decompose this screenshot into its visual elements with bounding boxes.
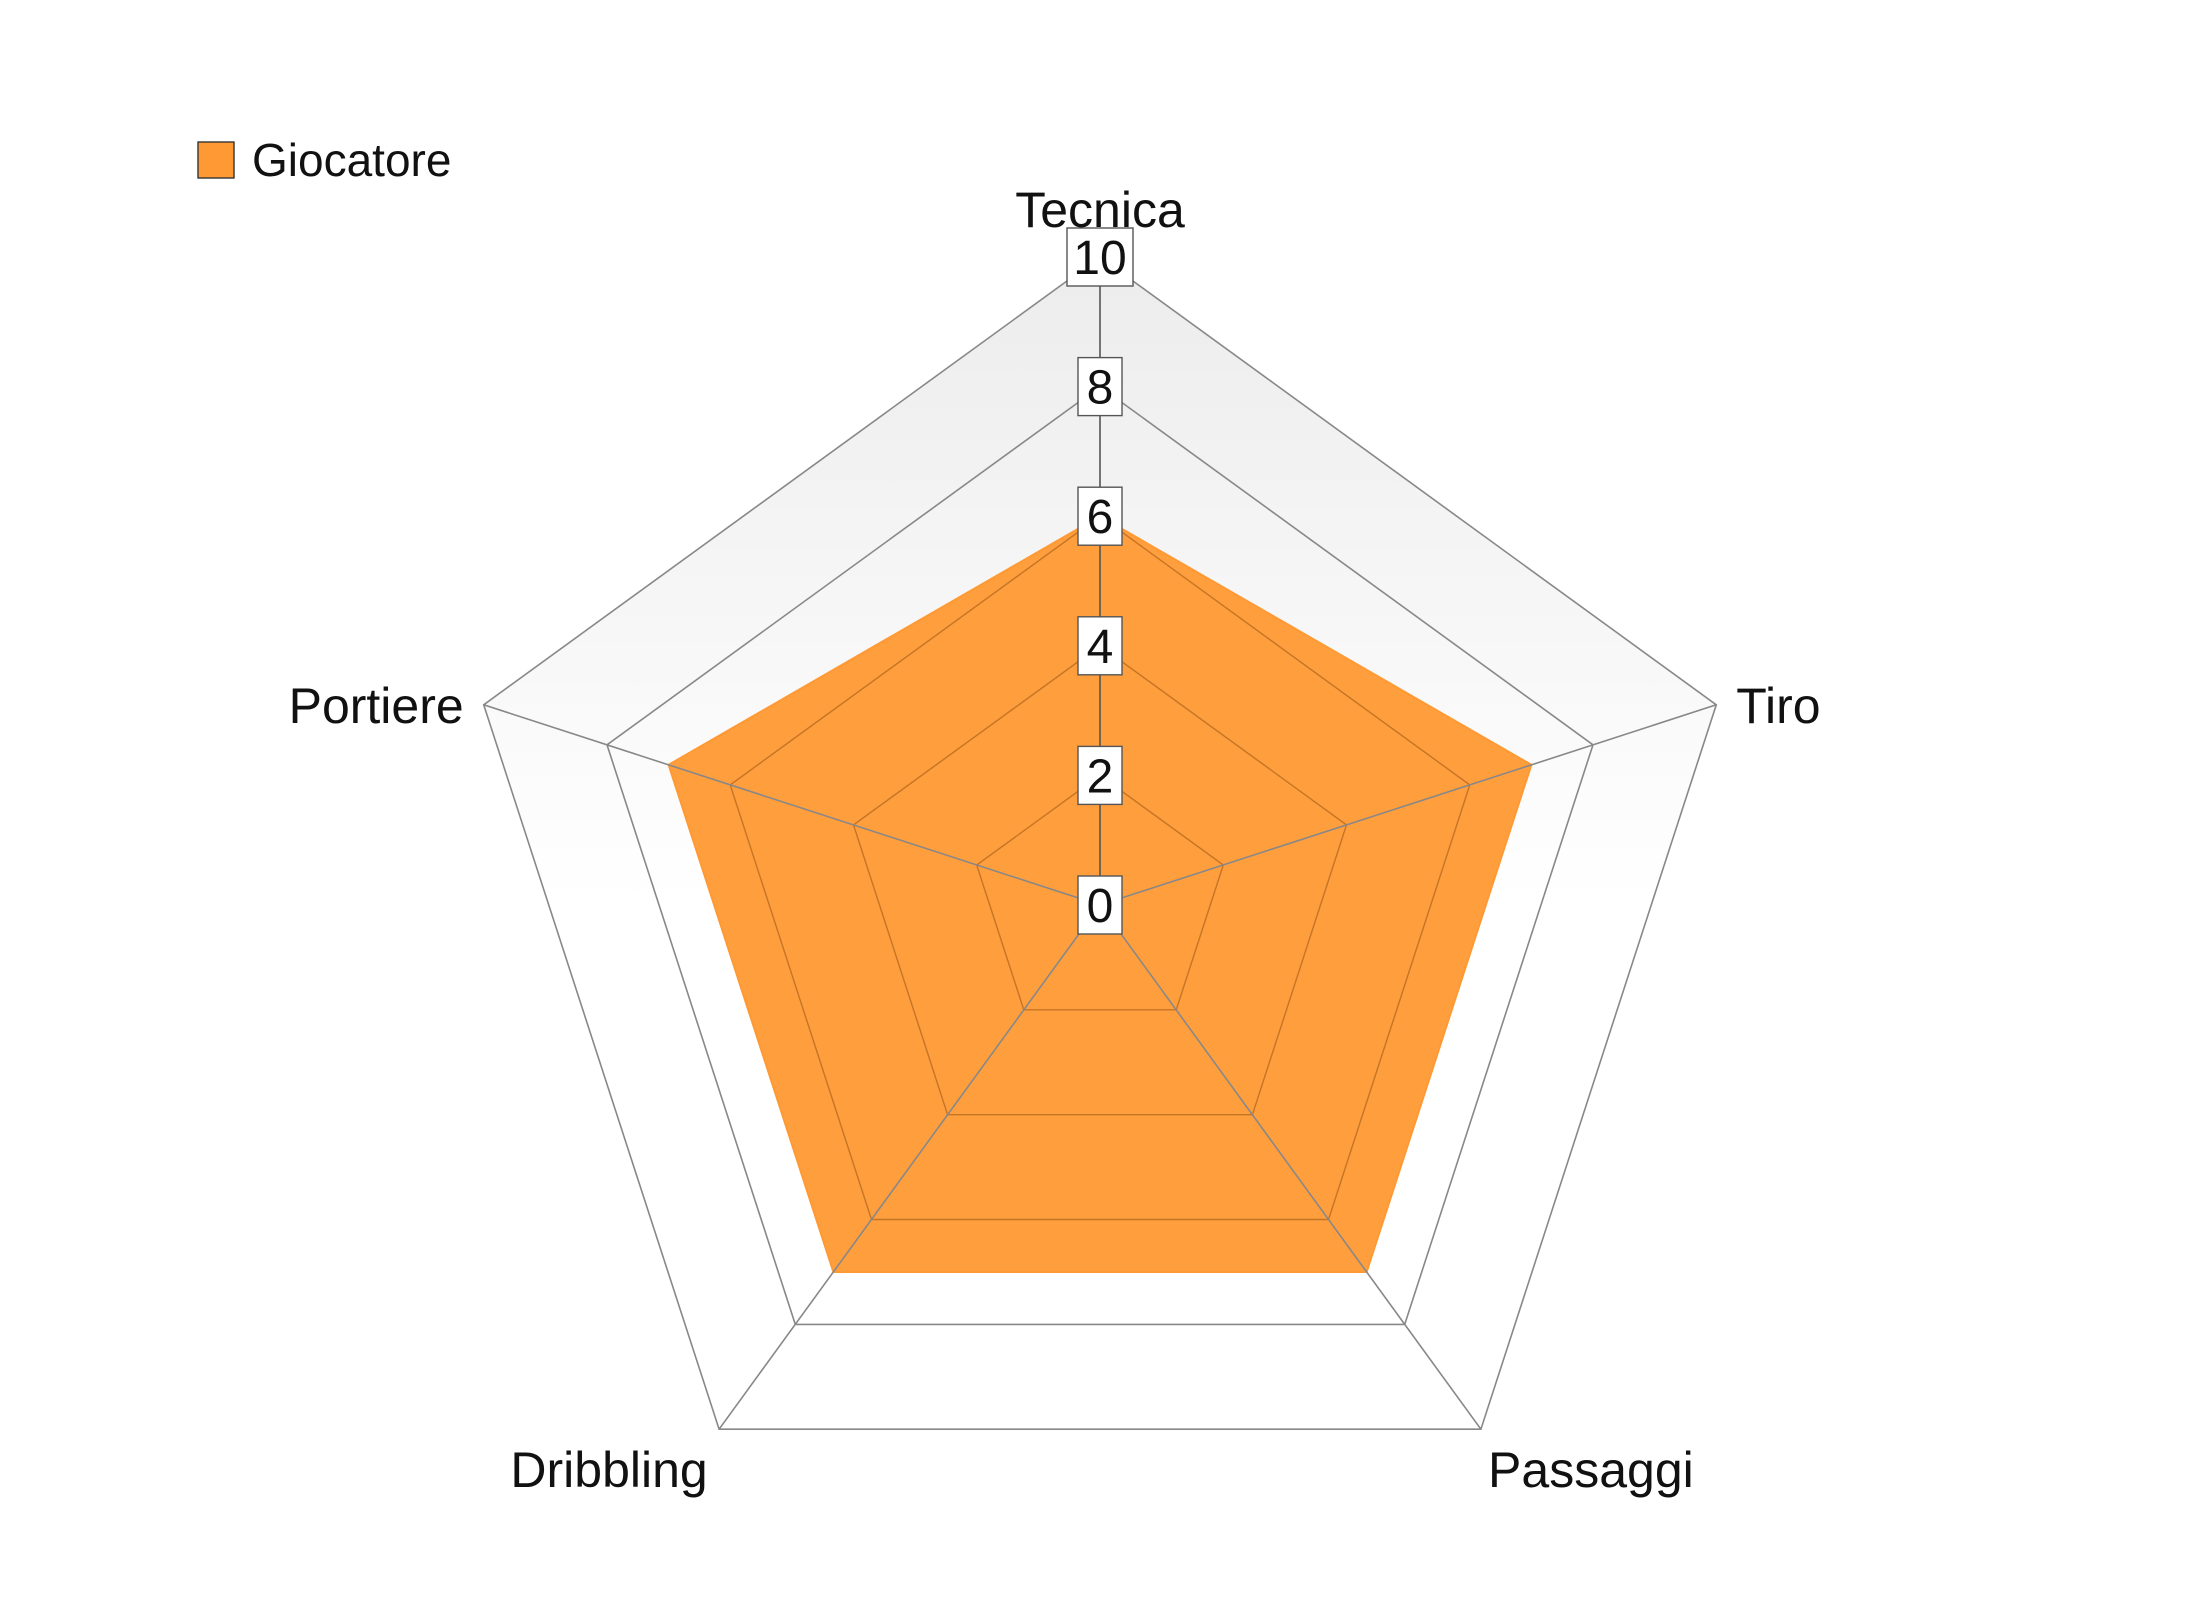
category-label-passaggi: Passaggi xyxy=(1488,1442,1694,1498)
radial-tick-labels: 0 2 4 6 8 10 xyxy=(1066,227,1134,935)
category-label-dribbling: Dribbling xyxy=(510,1442,707,1498)
svg-text:8: 8 xyxy=(1087,362,1114,415)
spoke-dribbling xyxy=(718,904,1101,1430)
svg-text:0: 0 xyxy=(1087,880,1114,933)
legend[interactable]: Giocatore xyxy=(197,134,451,186)
svg-text:10: 10 xyxy=(1073,232,1126,285)
spoke-tiro xyxy=(1099,704,1717,906)
grid-ring-8 xyxy=(606,385,1594,1326)
tick-label-10: 10 xyxy=(1066,227,1134,287)
grid-ring-10 xyxy=(482,256,1718,1430)
grid-ring-overlay-4 xyxy=(852,644,1348,1116)
grid-ring-overlay-2 xyxy=(975,774,1225,1011)
tick-label-0: 0 xyxy=(1077,875,1123,935)
svg-text:6: 6 xyxy=(1087,491,1114,544)
tick-label-6: 6 xyxy=(1077,486,1123,546)
legend-label: Giocatore xyxy=(252,134,451,186)
legend-swatch xyxy=(197,141,235,179)
category-label-tiro: Tiro xyxy=(1736,678,1820,734)
legend-item-giocatore[interactable]: Giocatore xyxy=(197,134,451,186)
spoke-portiere xyxy=(483,704,1101,906)
tick-label-2: 2 xyxy=(1077,745,1123,806)
spoke-passaggi xyxy=(1099,904,1482,1430)
tick-label-4: 4 xyxy=(1077,616,1123,676)
category-label-tecnica: Tecnica xyxy=(1015,182,1185,238)
tick-label-8: 8 xyxy=(1077,356,1123,417)
category-label-portiere: Portiere xyxy=(289,678,464,734)
grid-ring-overlay-6 xyxy=(729,516,1471,1221)
svg-text:2: 2 xyxy=(1087,750,1114,803)
svg-text:4: 4 xyxy=(1087,621,1114,674)
category-labels: Tecnica Tiro Passaggi Dribbling Portiere xyxy=(289,182,1821,1498)
